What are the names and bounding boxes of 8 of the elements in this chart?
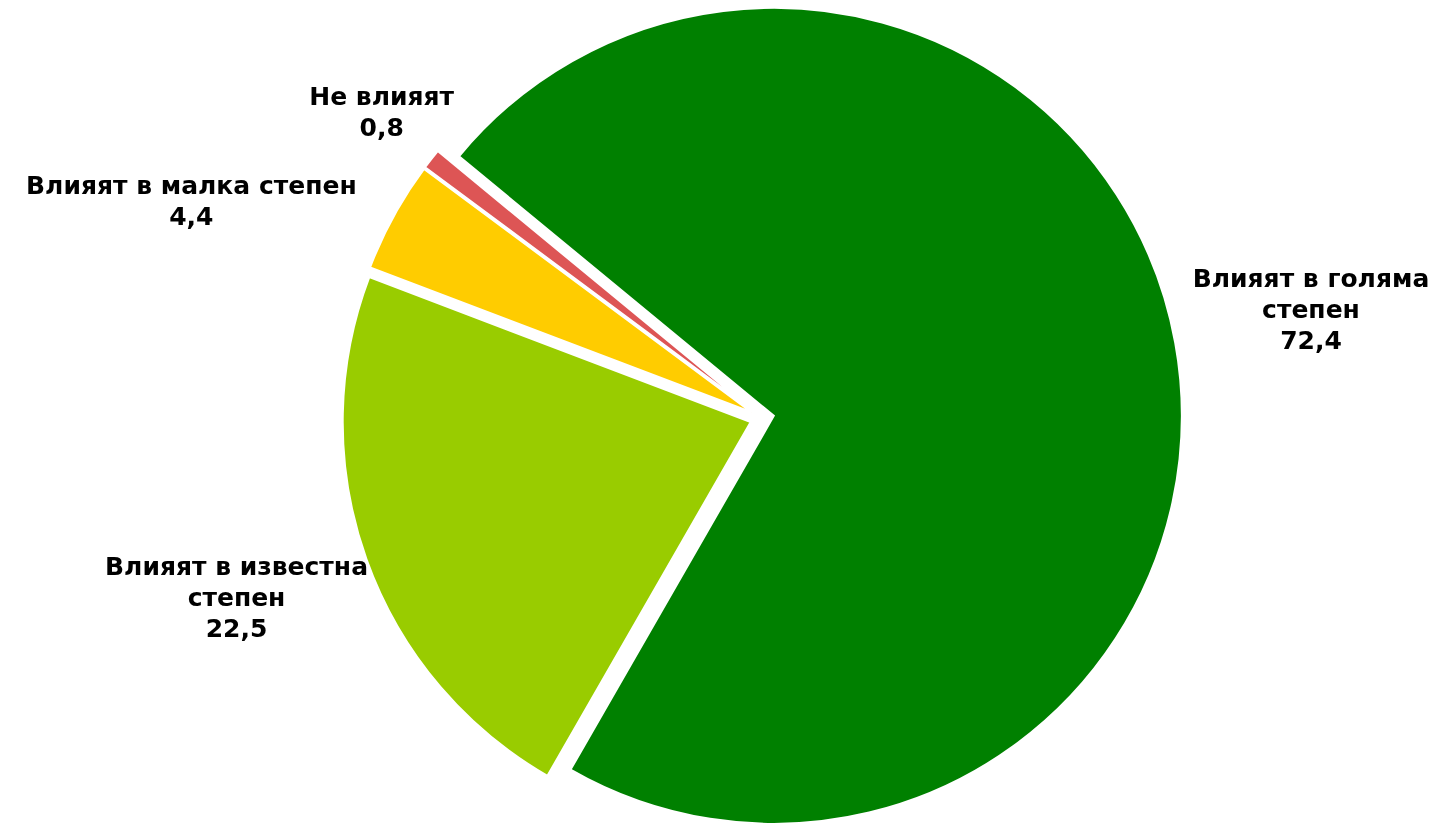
data-label: 0,8 — [359, 112, 404, 142]
data-label: 4,4 — [169, 202, 214, 232]
slice-label: Влияят в малка степен — [26, 171, 357, 201]
data-label: 22,5 — [205, 613, 268, 643]
slice-label: Влияят в известна степен — [105, 551, 369, 612]
slice-label: Влияят в голяма степен — [1192, 264, 1430, 325]
data-label: 72,4 — [1280, 326, 1342, 356]
slice-label: Не влияят — [309, 81, 455, 111]
